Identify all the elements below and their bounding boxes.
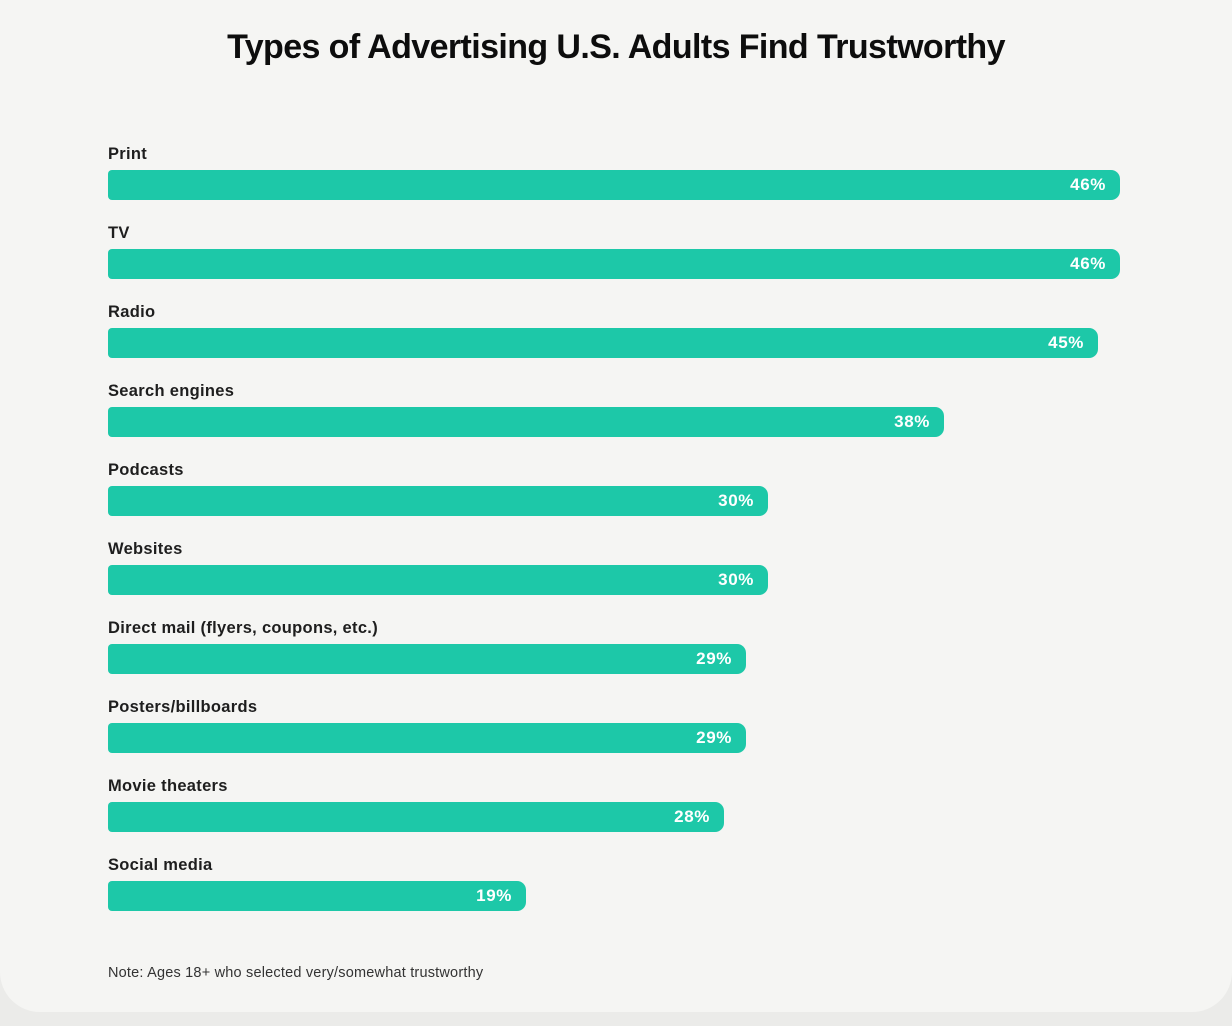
bar-row: Direct mail (flyers, coupons, etc.) 29% [108,618,1120,674]
bar-track: 19% [108,881,1120,911]
bar-row: Websites 30% [108,539,1120,595]
bar-track: 29% [108,723,1120,753]
bar: 46% [108,170,1120,200]
bar-value-label: 46% [1070,254,1106,273]
bar: 28% [108,802,724,832]
bar-value-label: 45% [1048,333,1084,352]
bar-track: 30% [108,486,1120,516]
bar-row: Social media 19% [108,855,1120,911]
bar-value-label: 38% [894,412,930,431]
bar-category-label: Podcasts [108,461,184,479]
bar-row: Movie theaters 28% [108,776,1120,832]
bar-track: 38% [108,407,1120,437]
bar-value-label: 19% [476,886,512,905]
bar-row: Podcasts 30% [108,460,1120,516]
bar-category-label: Posters/billboards [108,698,258,716]
bar-category-label: Radio [108,303,156,321]
chart-title: Types of Advertising U.S. Adults Find Tr… [227,28,1005,66]
bar-row: Print 46% [108,144,1120,200]
bar: 46% [108,249,1120,279]
bar-value-label: 46% [1070,175,1106,194]
bar-category-label: Movie theaters [108,777,228,795]
bar-value-label: 30% [718,570,754,589]
bar-track: 46% [108,170,1120,200]
bar-row: Radio 45% [108,302,1120,358]
bar-row: Posters/billboards 29% [108,697,1120,753]
bar-value-label: 30% [718,491,754,510]
bar-row: TV 46% [108,223,1120,279]
bar-category-label: TV [108,224,130,242]
bar-value-label: 28% [674,807,710,826]
bar-value-label: 29% [696,649,732,668]
chart-note: Note: Ages 18+ who selected very/somewha… [108,965,484,981]
bar-track: 45% [108,328,1120,358]
bar-chart: Print 46% TV 46% Radio 45% Search engine… [108,144,1120,911]
bar-value-label: 29% [696,728,732,747]
bar-track: 28% [108,802,1120,832]
bar-track: 46% [108,249,1120,279]
bar: 38% [108,407,944,437]
bar: 30% [108,486,768,516]
bar-category-label: Print [108,145,148,163]
bar: 19% [108,881,526,911]
bar-category-label: Search engines [108,382,235,400]
bar-row: Search engines 38% [108,381,1120,437]
bar-category-label: Social media [108,856,213,874]
bar: 45% [108,328,1098,358]
bar: 30% [108,565,768,595]
bar-category-label: Websites [108,540,183,558]
bar: 29% [108,644,746,674]
bar-category-label: Direct mail (flyers, coupons, etc.) [108,619,378,637]
bar-track: 29% [108,644,1120,674]
bar-track: 30% [108,565,1120,595]
bar: 29% [108,723,746,753]
